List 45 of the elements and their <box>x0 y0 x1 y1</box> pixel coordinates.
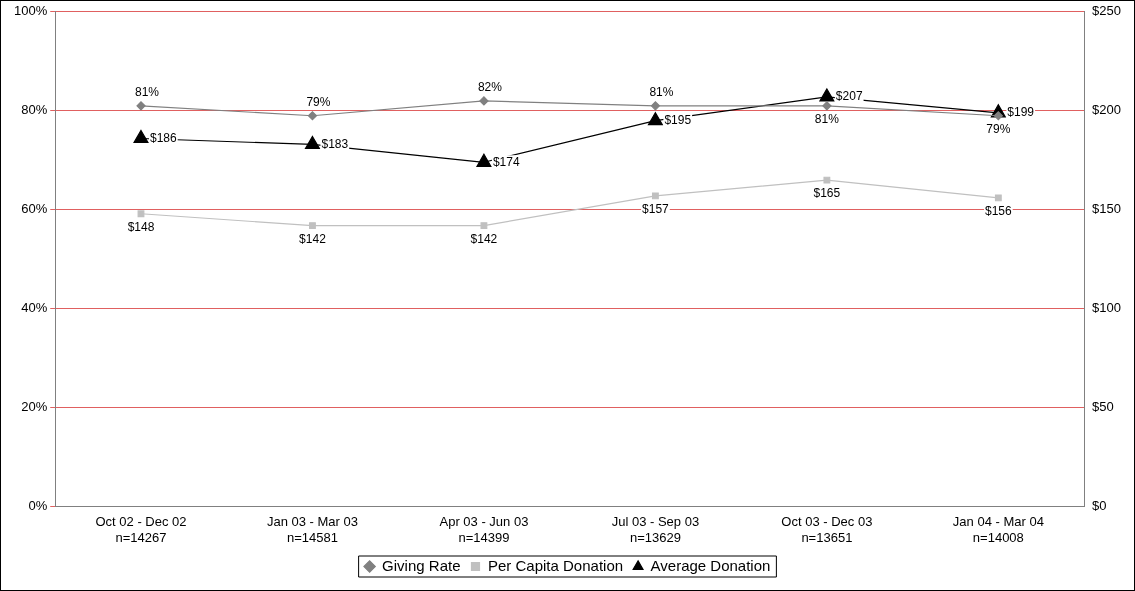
x-tick-label: Apr 03 - Jun 03 n=14399 <box>439 514 529 545</box>
point <box>822 101 832 111</box>
data-label: $183 <box>321 136 349 151</box>
data-label: 79% <box>986 122 1011 137</box>
legend-label: Giving Rate <box>382 556 461 574</box>
point <box>650 101 660 111</box>
y-tick-label: 100% <box>14 3 48 19</box>
legend-label: Average Donation <box>650 556 771 574</box>
x-tick-label: Jan 04 - Mar 04 n=14008 <box>952 514 1044 545</box>
legend-label: Per Capita Donation <box>487 556 624 574</box>
data-label: $157 <box>642 202 670 217</box>
y2-tick-label: $250 <box>1092 3 1121 19</box>
point <box>479 96 489 106</box>
data-label: 79% <box>306 95 331 110</box>
y-tick-label: 60% <box>21 201 48 217</box>
y-tick-label: 20% <box>21 399 48 415</box>
y2-tick-label: $150 <box>1092 201 1121 217</box>
point <box>136 101 146 111</box>
data-label: $156 <box>985 204 1013 219</box>
point <box>307 111 318 121</box>
data-label: $186 <box>149 130 178 145</box>
data-label: $207 <box>835 89 863 104</box>
point <box>993 111 1003 121</box>
data-label: $199 <box>1007 105 1035 120</box>
y-tick-label: 40% <box>21 300 48 316</box>
x-tick-label: Oct 02 - Dec 02 n=14267 <box>95 514 187 545</box>
y2-tick-label: $200 <box>1092 102 1121 118</box>
data-label: 81% <box>134 85 160 100</box>
y2-tick-label: $0 <box>1092 498 1107 514</box>
data-label: 81% <box>649 85 674 100</box>
data-label: 82% <box>477 80 503 95</box>
y-tick-label: 0% <box>28 498 48 514</box>
x-tick-label: Jul 03 - Sep 03 n=13629 <box>611 514 700 545</box>
data-label: $142 <box>299 231 327 246</box>
y-tick-label: 80% <box>21 102 48 118</box>
x-tick-label: Jan 03 - Mar 03 n=14581 <box>266 514 358 545</box>
y2-tick-label: $50 <box>1092 399 1114 415</box>
data-label: $148 <box>127 220 155 235</box>
data-label: $165 <box>813 186 841 201</box>
y2-tick-label: $100 <box>1092 300 1121 316</box>
data-label: 81% <box>814 112 840 127</box>
data-label: $195 <box>664 113 692 128</box>
x-tick-label: Oct 03 - Dec 03 n=13651 <box>781 514 873 545</box>
data-label: $142 <box>470 231 498 246</box>
data-label: $174 <box>492 154 520 169</box>
